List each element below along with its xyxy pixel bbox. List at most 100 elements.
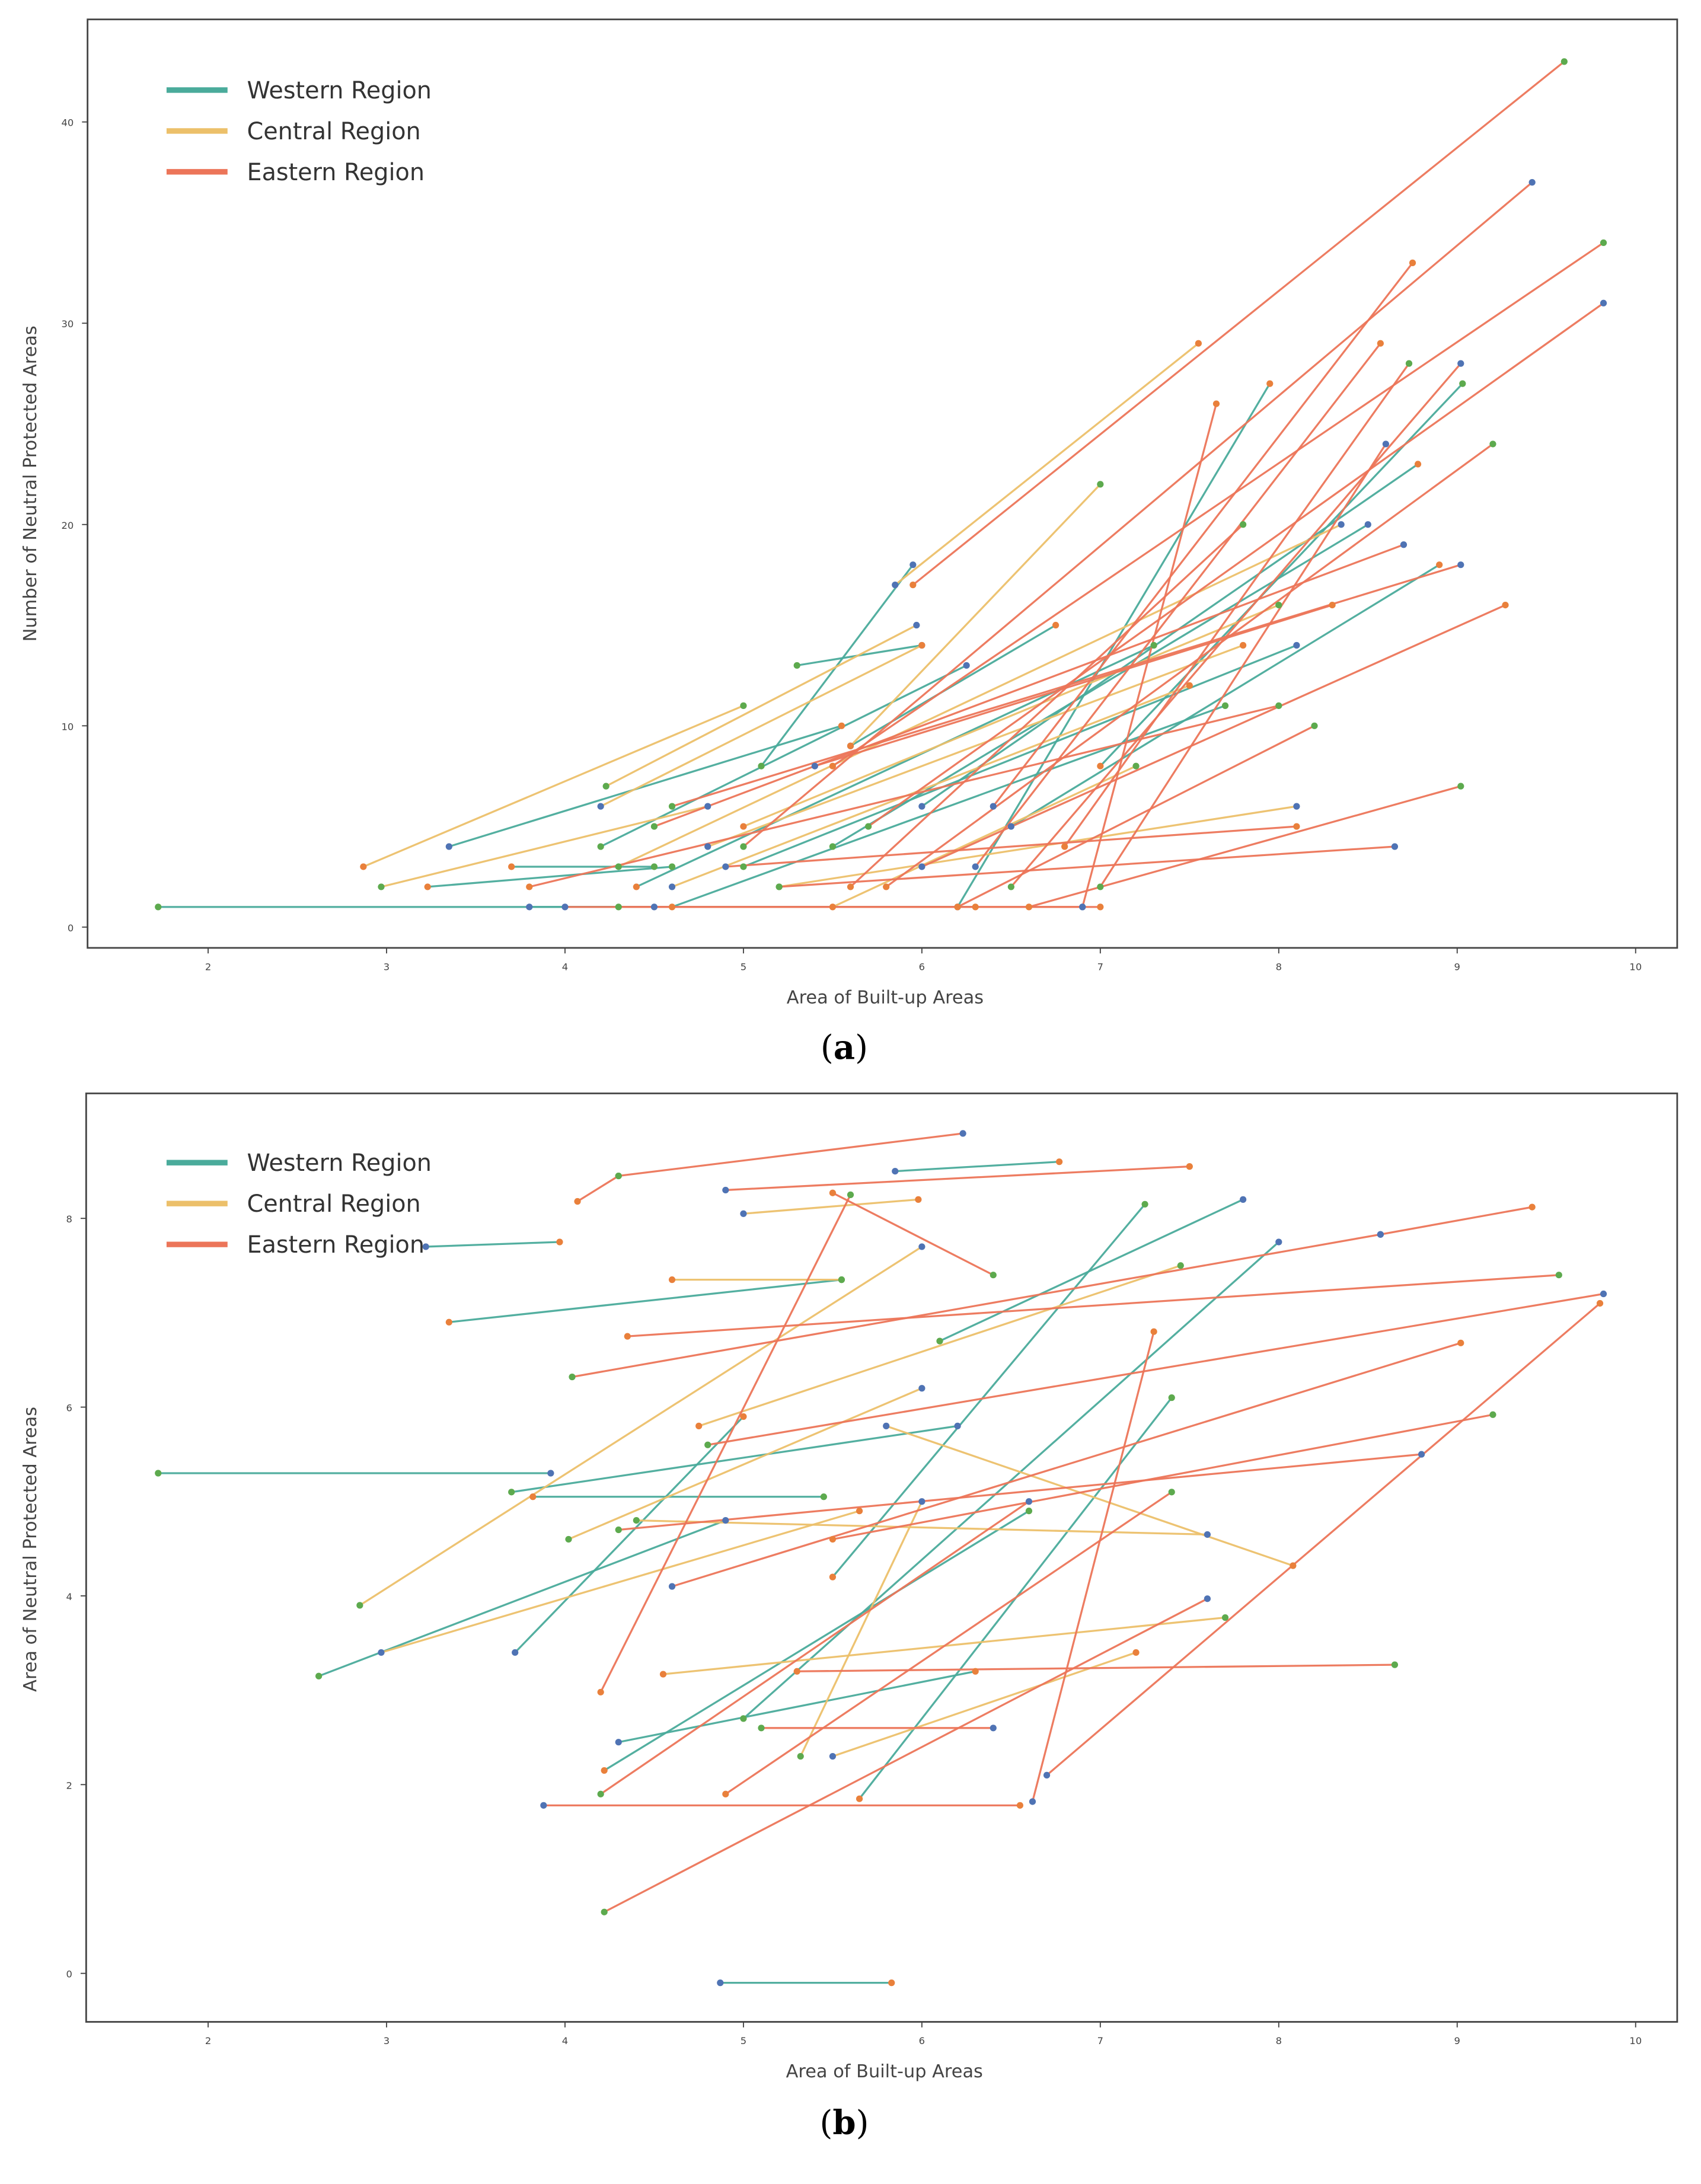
data-point (704, 1441, 711, 1448)
segment-eastern (627, 1274, 1559, 1337)
data-point (740, 863, 747, 870)
segment-eastern (832, 242, 1604, 767)
segment-eastern (1081, 403, 1218, 908)
data-point (990, 1272, 997, 1279)
x-tick-label: 2 (205, 961, 211, 972)
data-point (918, 803, 926, 810)
data-point (574, 1198, 581, 1205)
x-tick-label: 2 (205, 2035, 211, 2046)
data-point (883, 883, 890, 890)
data-point (1600, 299, 1607, 306)
data-point (909, 561, 917, 569)
panel-label: b (832, 2103, 856, 2143)
data-point (913, 621, 920, 629)
data-point (615, 863, 622, 870)
segment-western (895, 1161, 1059, 1173)
data-point (829, 843, 837, 850)
data-point (508, 863, 515, 870)
segment-central (886, 1425, 1294, 1567)
data-point (963, 662, 970, 669)
data-point (1168, 1489, 1175, 1496)
data-point (1528, 1203, 1536, 1211)
data-point (1025, 903, 1033, 911)
segment-central (799, 1501, 923, 1757)
data-point (615, 1526, 622, 1534)
segment-central (743, 604, 1279, 828)
legend-label: Central Region (247, 1190, 420, 1218)
segment-eastern (992, 262, 1413, 807)
data-point (155, 1470, 162, 1477)
y-axis-label: Number of Neutral Protected Areas (20, 325, 41, 641)
data-point (1596, 1299, 1604, 1307)
panel-a: 2 3 4 5 6 7 8 9 10 0 10 20 30 40 Area of Built-up Area… (20, 18, 1678, 1067)
legend-label: Western Region (247, 1150, 432, 1177)
panel-caption: (a) (821, 1028, 868, 1067)
data-point (659, 1671, 667, 1678)
segment-central (381, 1510, 860, 1654)
data-point (650, 903, 658, 911)
data-point (1400, 541, 1408, 548)
data-point (918, 1498, 926, 1505)
data-point (909, 582, 917, 589)
data-point (1293, 803, 1300, 810)
segment-western (511, 1425, 958, 1493)
data-point (918, 641, 926, 649)
data-point (668, 883, 676, 890)
data-point (1141, 1200, 1148, 1208)
data-point (829, 1189, 837, 1196)
segment-eastern (797, 1663, 1395, 1672)
data-point (1555, 1272, 1562, 1279)
data-point (1409, 259, 1416, 266)
data-point (1132, 1649, 1140, 1656)
y-tick-label: 2 (66, 1780, 72, 1791)
y-axis-label: Area of Neutral Protected Areas (20, 1407, 41, 1692)
data-point (1418, 1451, 1425, 1458)
data-point (547, 1470, 554, 1477)
data-point (1016, 1802, 1024, 1809)
y-tick-label: 0 (68, 922, 74, 934)
data-point (972, 863, 979, 870)
x-tick-label: 9 (1454, 2035, 1460, 2046)
segment-central (600, 644, 923, 807)
data-point (1240, 1196, 1247, 1203)
segment-central (894, 342, 1199, 586)
data-point (1311, 722, 1318, 729)
data-point (954, 903, 961, 911)
segment-eastern (912, 60, 1565, 586)
segment-eastern (850, 523, 1244, 888)
data-point (1132, 762, 1140, 769)
data-point (650, 823, 658, 830)
segment-central (671, 684, 1190, 888)
data-point (597, 803, 604, 810)
y-tick-label: 4 (66, 1591, 72, 1602)
segment-eastern (832, 1413, 1493, 1541)
data-point (569, 1374, 576, 1381)
x-tick-label: 6 (919, 2035, 925, 2046)
data-point (360, 863, 367, 870)
x-tick-label: 8 (1276, 961, 1282, 972)
x-tick-label: 10 (1629, 961, 1642, 972)
segment-central (832, 1651, 1137, 1758)
data-point (722, 1186, 729, 1194)
data-point (1338, 521, 1345, 528)
data-point (722, 1516, 729, 1524)
y-tick-label: 10 (61, 721, 74, 732)
data-point (1186, 1163, 1193, 1170)
data-point (1007, 823, 1014, 830)
segment-western (850, 624, 1057, 747)
segment-eastern (653, 544, 1405, 828)
data-point (1436, 561, 1443, 569)
data-point (526, 883, 533, 890)
data-point (597, 843, 604, 850)
x-tick-label: 6 (919, 961, 925, 972)
segment-eastern (832, 1192, 994, 1276)
data-point (1414, 461, 1422, 468)
x-tick-label: 10 (1629, 2035, 1642, 2046)
data-point (540, 1802, 547, 1809)
data-point (615, 1172, 622, 1180)
data-point (1097, 903, 1104, 911)
data-point (1195, 340, 1202, 347)
data-point (856, 1508, 863, 1515)
data-point (1275, 702, 1282, 709)
